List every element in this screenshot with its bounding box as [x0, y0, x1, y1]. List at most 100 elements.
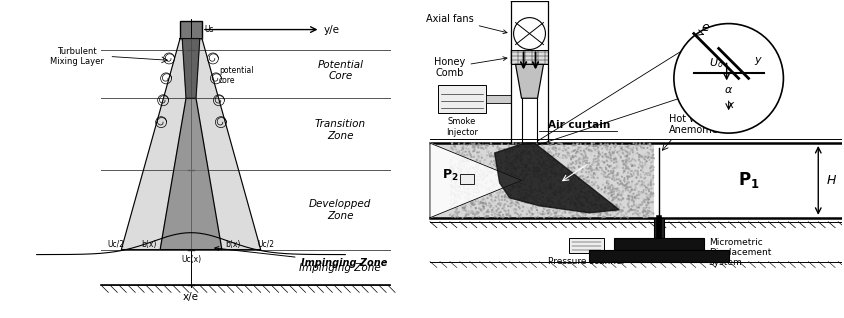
- Point: [516, 149, 529, 155]
- Point: [481, 144, 495, 149]
- Point: [549, 202, 562, 207]
- Point: [640, 203, 653, 208]
- Point: [576, 206, 590, 211]
- Point: [549, 193, 563, 198]
- Point: [508, 159, 522, 164]
- Point: [638, 206, 652, 211]
- Point: [511, 174, 525, 179]
- Point: [464, 204, 478, 209]
- Point: [497, 207, 511, 212]
- Point: [464, 171, 478, 176]
- Point: [514, 181, 528, 186]
- Point: [464, 205, 478, 210]
- Point: [538, 183, 551, 188]
- Point: [452, 165, 466, 170]
- Point: [530, 165, 544, 170]
- Point: [646, 155, 659, 160]
- Point: [582, 180, 596, 185]
- Point: [495, 194, 509, 199]
- Point: [474, 166, 488, 171]
- Point: [493, 185, 506, 190]
- Point: [474, 184, 488, 189]
- Point: [598, 206, 612, 211]
- Point: [549, 142, 563, 148]
- Point: [478, 167, 491, 172]
- Point: [607, 160, 620, 165]
- Point: [622, 183, 636, 188]
- Point: [452, 170, 465, 176]
- Point: [639, 171, 652, 176]
- Point: [537, 179, 550, 184]
- Point: [495, 197, 509, 202]
- Point: [565, 166, 579, 171]
- Point: [621, 176, 635, 182]
- Point: [595, 194, 609, 199]
- Point: [585, 175, 598, 180]
- Point: [518, 165, 532, 170]
- Point: [641, 172, 655, 177]
- Point: [622, 197, 636, 202]
- Point: [520, 211, 533, 217]
- Point: [511, 144, 525, 149]
- Point: [615, 158, 629, 163]
- Point: [490, 147, 503, 152]
- Point: [608, 145, 621, 150]
- Point: [568, 212, 582, 217]
- Point: [576, 201, 590, 206]
- Point: [480, 190, 494, 195]
- Point: [444, 201, 457, 206]
- Point: [528, 169, 541, 174]
- Point: [538, 163, 552, 169]
- Point: [607, 150, 620, 156]
- Point: [529, 167, 543, 172]
- Point: [535, 165, 549, 170]
- Point: [535, 211, 549, 217]
- Point: [559, 171, 572, 176]
- Point: [581, 156, 594, 161]
- Point: [447, 159, 461, 164]
- Point: [598, 186, 612, 191]
- Point: [522, 207, 535, 212]
- Point: [625, 169, 638, 174]
- Point: [639, 164, 652, 169]
- Point: [565, 198, 578, 203]
- Point: [573, 195, 587, 200]
- Point: [540, 168, 554, 173]
- Point: [592, 207, 606, 212]
- Point: [613, 165, 626, 170]
- Point: [597, 169, 610, 174]
- Point: [578, 158, 592, 163]
- Point: [602, 152, 615, 157]
- Point: [502, 182, 516, 187]
- Point: [606, 184, 619, 189]
- Point: [476, 170, 490, 175]
- Point: [574, 174, 587, 179]
- Point: [630, 141, 643, 146]
- Point: [540, 172, 554, 177]
- Point: [598, 185, 612, 190]
- Point: [489, 187, 502, 192]
- Point: [532, 182, 545, 187]
- Point: [592, 154, 605, 159]
- Point: [525, 143, 538, 149]
- Point: [532, 144, 545, 149]
- Point: [606, 171, 619, 176]
- Point: [527, 164, 540, 169]
- Point: [559, 185, 572, 190]
- Point: [524, 194, 538, 199]
- Point: [446, 175, 459, 180]
- Point: [635, 145, 648, 150]
- Point: [590, 143, 603, 148]
- Point: [492, 169, 506, 175]
- Point: [446, 176, 459, 181]
- Point: [565, 195, 578, 200]
- Point: [468, 177, 482, 183]
- Point: [554, 171, 567, 176]
- Point: [575, 195, 588, 200]
- Point: [580, 169, 593, 175]
- Point: [452, 166, 465, 171]
- Point: [622, 196, 636, 201]
- Point: [591, 167, 604, 172]
- Point: [546, 211, 560, 217]
- Point: [451, 192, 464, 197]
